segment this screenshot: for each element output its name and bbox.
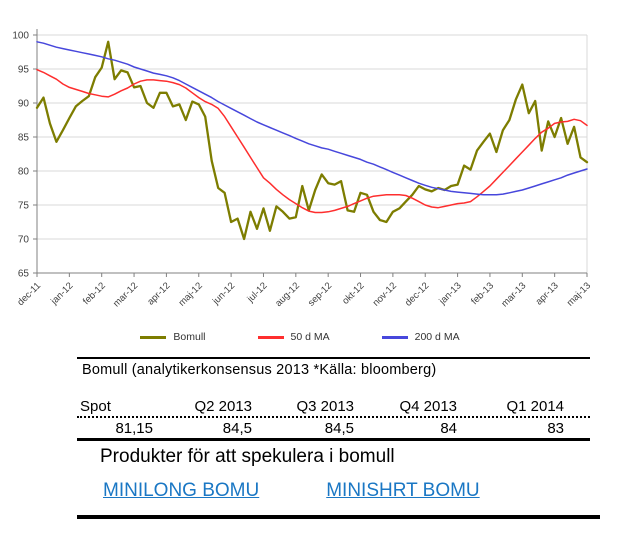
header-q3-2013: Q3 2013 [296, 398, 354, 415]
svg-text:feb-12: feb-12 [81, 280, 108, 307]
value-q3-2013: 84,5 [324, 420, 354, 437]
legend-label-200dma: 200 d MA [414, 331, 460, 343]
header-q2-2013: Q2 2013 [194, 398, 252, 415]
series-50-d-ma [36, 68, 588, 214]
svg-text:75: 75 [18, 201, 30, 212]
svg-text:maj-12: maj-12 [177, 280, 205, 308]
svg-text:100: 100 [12, 31, 29, 42]
svg-text:apr-13: apr-13 [534, 280, 561, 307]
header-spot: Spot [80, 398, 111, 415]
svg-text:65: 65 [18, 269, 30, 280]
consensus-value-row: 81,15 84,5 84,5 84 83 [77, 418, 590, 438]
svg-text:mar-12: mar-12 [111, 280, 140, 309]
svg-text:95: 95 [18, 65, 30, 76]
legend-item-50dma: 50 d MA [257, 331, 330, 343]
consensus-section: Bomull (analytikerkonsensus 2013 *Källa:… [77, 357, 600, 519]
svg-text:apr-12: apr-12 [145, 280, 172, 307]
link-minilong-bomu[interactable]: MINILONG BOMU [103, 480, 260, 501]
consensus-header-row: Spot Q2 2013 Q3 2013 Q4 2013 Q1 2014 [77, 398, 590, 418]
value-spot: 81,15 [115, 420, 153, 437]
consensus-caption: Bomull (analytikerkonsensus 2013 *Källa:… [82, 362, 437, 378]
series-bomull [35, 40, 589, 241]
svg-text:nov-12: nov-12 [371, 280, 399, 308]
bomull-line-swatch [140, 335, 167, 339]
two-hundred-day-ma-line-swatch [381, 335, 408, 339]
svg-text:dec-12: dec-12 [403, 280, 431, 308]
chart-legend: Bomull 50 d MA 200 d MA [0, 331, 600, 343]
svg-text:jan-13: jan-13 [437, 280, 464, 307]
header-q1-2014: Q1 2014 [506, 398, 564, 415]
svg-text:okt-12: okt-12 [340, 280, 366, 306]
legend-item-bomull: Bomull [140, 331, 206, 343]
value-q2-2013: 84,5 [222, 420, 252, 437]
svg-text:jul-12: jul-12 [245, 280, 270, 305]
consensus-table: Spot Q2 2013 Q3 2013 Q4 2013 Q1 2014 81,… [77, 398, 590, 441]
legend-item-200dma: 200 d MA [381, 331, 460, 343]
svg-text:sep-12: sep-12 [306, 280, 334, 308]
legend-label-50dma: 50 d MA [290, 331, 330, 343]
header-q4-2013: Q4 2013 [399, 398, 457, 415]
link-minishrt-bomu[interactable]: MINISHRT BOMU [326, 480, 480, 501]
svg-text:maj-13: maj-13 [565, 280, 593, 308]
legend-label-bomull: Bomull [173, 331, 206, 343]
svg-text:70: 70 [18, 235, 30, 246]
svg-text:jun-12: jun-12 [210, 280, 237, 307]
svg-text:80: 80 [18, 167, 30, 178]
svg-text:feb-13: feb-13 [469, 280, 496, 307]
series-200-d-ma [36, 41, 588, 196]
svg-text:mar-13: mar-13 [499, 280, 528, 309]
bottom-divider [77, 515, 600, 519]
svg-text:dec-11: dec-11 [15, 280, 43, 308]
value-q4-2013: 84 [440, 420, 457, 437]
svg-text:85: 85 [18, 133, 30, 144]
products-title: Produkter för att spekulera i bomull [100, 446, 395, 467]
svg-text:90: 90 [18, 99, 30, 110]
value-q1-2014: 83 [547, 420, 564, 437]
price-chart: 65 70 75 80 85 90 95 100 dec-11 jan-12 feb-12 mar-1… [12, 29, 593, 309]
product-links: MINILONG BOMU MINISHRT BOMU [103, 480, 590, 502]
fifty-day-ma-line-swatch [257, 335, 284, 339]
svg-text:jan-12: jan-12 [48, 280, 75, 307]
svg-text:aug-12: aug-12 [273, 280, 302, 309]
